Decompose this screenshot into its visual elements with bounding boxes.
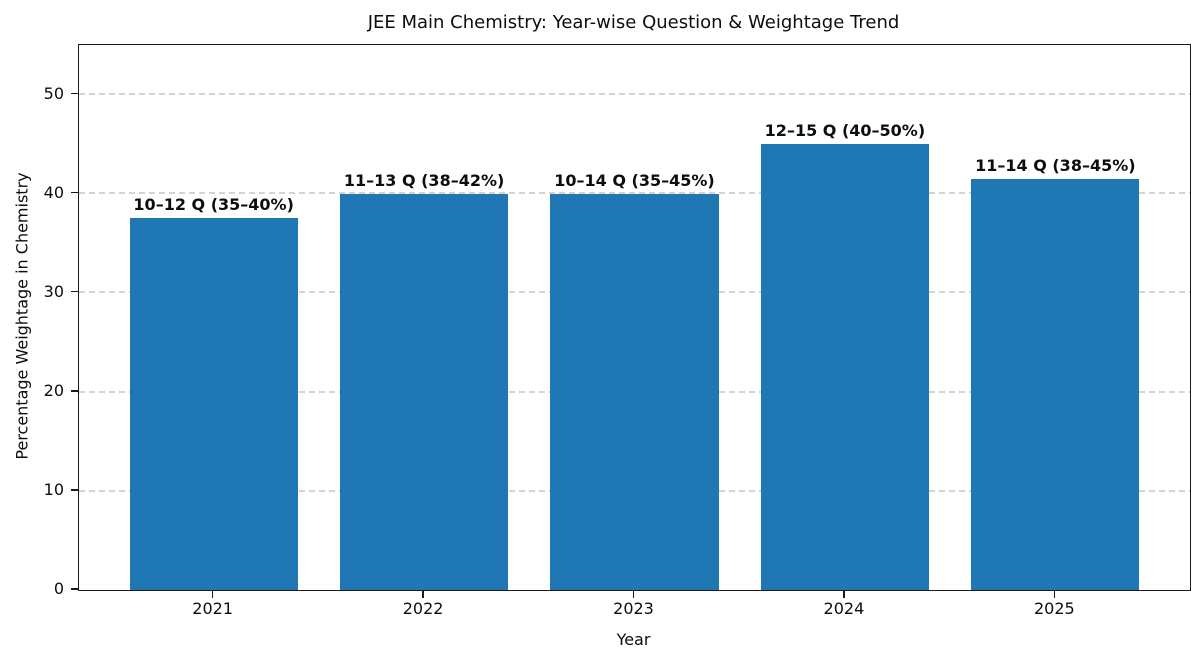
x-tick-mark [843, 590, 845, 598]
gridline [79, 192, 1190, 195]
y-tick-label: 0 [53, 579, 64, 598]
bar-2022 [339, 193, 509, 590]
y-tick-label: 20 [43, 380, 64, 400]
bar-2023 [550, 193, 719, 590]
y-axis-label: Percentage Weightage in Chemistry [12, 172, 32, 460]
y-tick-label: 10 [43, 479, 64, 499]
x-tick-mark [1053, 590, 1056, 598]
y-tick-mark [71, 489, 78, 491]
bar-2021 [129, 218, 298, 590]
x-tick-label: 2024 [823, 599, 865, 618]
y-tick-mark [71, 390, 78, 392]
plot-area: 10–12 Q (35–40%) 11–13 Q (38–42%) 10–14 Q … [78, 44, 1191, 591]
y-tick-label: 40 [43, 182, 64, 202]
x-tick-label: 2025 [1033, 599, 1075, 618]
x-tick-label: 2023 [613, 599, 654, 618]
bar-value-label: 11–13 Q (38–42%) [343, 170, 505, 190]
x-tick-label: 2021 [192, 599, 234, 618]
bar-value-label: 12–15 Q (40–50%) [764, 121, 926, 141]
y-tick-mark [71, 92, 78, 95]
chart-title: JEE Main Chemistry: Year-wise Question &… [367, 12, 900, 33]
bar-value-label: 11–14 Q (38–45%) [975, 155, 1136, 175]
bar-2025 [971, 178, 1140, 590]
y-tick-label: 30 [43, 281, 64, 301]
gridline [79, 93, 1190, 96]
y-tick-mark [71, 290, 78, 293]
x-tick-mark [632, 590, 635, 598]
y-tick-label: 50 [43, 83, 64, 103]
bar-value-label: 10–14 Q (35–45%) [554, 170, 715, 190]
y-tick-mark [71, 588, 78, 590]
x-axis-label: Year [616, 630, 651, 649]
bar-2024 [760, 144, 930, 590]
x-tick-label: 2022 [402, 599, 444, 618]
x-tick-mark [211, 590, 214, 598]
bar-value-label: 10–12 Q (35–40%) [133, 195, 294, 215]
y-tick-mark [71, 191, 78, 194]
x-tick-mark [422, 590, 424, 598]
